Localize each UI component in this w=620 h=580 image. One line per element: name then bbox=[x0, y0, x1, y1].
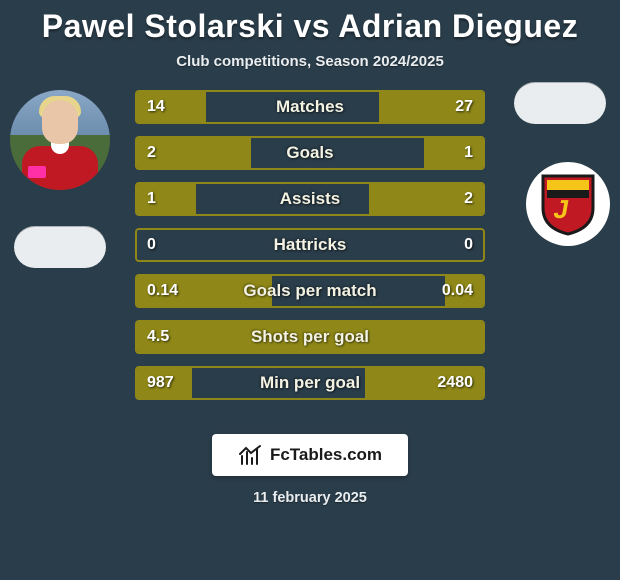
stat-bar-left bbox=[137, 92, 206, 122]
stat-row: Goals21 bbox=[135, 136, 485, 170]
content-area: J Matches1427 Goals21 Assists12 Hattricks0 0… bbox=[0, 90, 620, 420]
stat-bar-right bbox=[379, 92, 483, 122]
brand-logo-icon bbox=[238, 444, 264, 466]
stat-bar-right bbox=[369, 184, 483, 214]
stat-label: Hattricks bbox=[137, 235, 483, 255]
stat-bar-left bbox=[137, 184, 196, 214]
stat-bar-left bbox=[137, 368, 192, 398]
player-right-club-badge: J bbox=[526, 162, 610, 246]
stat-row: Shots per goal4.5 bbox=[135, 320, 485, 354]
stat-value-right: 0 bbox=[464, 236, 473, 254]
brand-badge[interactable]: FcTables.com bbox=[212, 434, 408, 476]
subtitle: Club competitions, Season 2024/2025 bbox=[0, 53, 620, 70]
player-left-flag bbox=[14, 226, 106, 268]
stat-bar-right bbox=[424, 138, 483, 168]
page-title: Pawel Stolarski vs Adrian Dieguez bbox=[0, 8, 620, 45]
stat-bar-right bbox=[365, 368, 483, 398]
stat-rows: Matches1427 Goals21 Assists12 Hattricks0 0 Go… bbox=[135, 90, 485, 412]
stat-row: Assists12 bbox=[135, 182, 485, 216]
player-right-flag bbox=[514, 82, 606, 124]
stat-bar-left bbox=[137, 322, 483, 352]
stat-row: Hattricks0 0 bbox=[135, 228, 485, 262]
stat-row: Min per goal9872480 bbox=[135, 366, 485, 400]
stat-bar-left bbox=[137, 138, 251, 168]
stat-bar-right bbox=[445, 276, 483, 306]
stat-bar-left bbox=[137, 276, 272, 306]
stat-row: Goals per match0.140.04 bbox=[135, 274, 485, 308]
player-left-avatar bbox=[10, 90, 110, 190]
stat-row: Matches1427 bbox=[135, 90, 485, 124]
date-text: 11 february 2025 bbox=[0, 490, 620, 506]
brand-text: FcTables.com bbox=[270, 445, 382, 465]
comparison-card: Pawel Stolarski vs Adrian Dieguez Club c… bbox=[0, 0, 620, 580]
stat-value-left: 0 bbox=[147, 236, 156, 254]
